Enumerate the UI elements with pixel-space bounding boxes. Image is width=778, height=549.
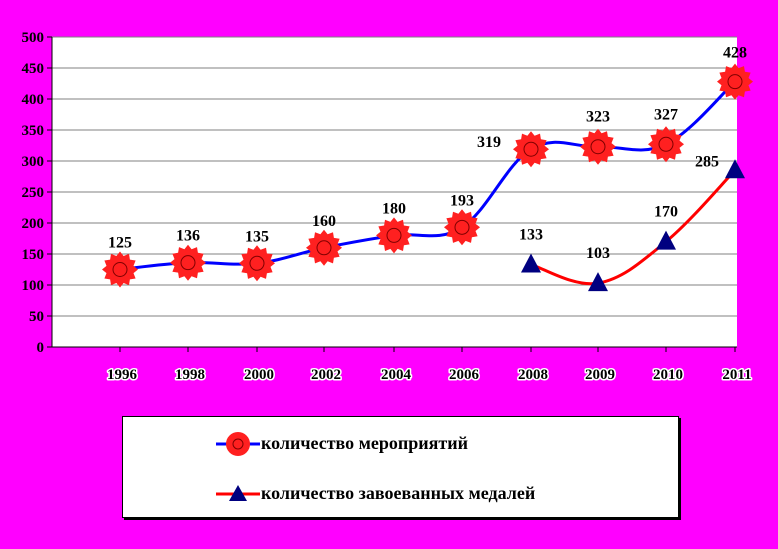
gridlines [52, 36, 737, 317]
marker-events [102, 251, 138, 288]
marker-burst [376, 217, 412, 254]
x-tick-label: 2010 [653, 367, 683, 383]
marker-burst [648, 126, 684, 163]
data-label-events: 193 [450, 192, 474, 209]
legend-label-medals: количество завоеванных медалей [261, 483, 536, 503]
y-tick-label: 350 [22, 123, 45, 139]
marker-events [170, 244, 206, 281]
y-tick-label: 500 [22, 30, 45, 46]
marker-ring [249, 255, 265, 271]
y-tick-label: 300 [22, 154, 45, 170]
marker-medals [656, 230, 676, 250]
x-tick-label: 2006 [449, 367, 480, 383]
marker-events [717, 63, 753, 100]
data-labels: 125 136 135 160 180 193 319 323 327 428 133 103 170 2… [108, 45, 747, 263]
axes [47, 36, 737, 352]
data-label-events: 428 [723, 45, 747, 62]
marker-ring [658, 136, 674, 152]
marker-burst [717, 63, 753, 100]
marker-burst [513, 131, 549, 168]
y-tick-labels: 0 50 100 150 200 250 300 350 400 450 500 [22, 30, 45, 356]
data-label-medals: 285 [695, 153, 719, 170]
data-label-events: 323 [586, 109, 610, 126]
marker-ring [180, 255, 196, 271]
marker-ring [523, 141, 539, 157]
legend-item-events: количество мероприятий [123, 429, 678, 459]
marker-medals [725, 159, 745, 179]
data-label-medals: 170 [654, 204, 678, 221]
marker-events [306, 229, 342, 266]
y-tick-label: 50 [29, 309, 44, 325]
data-label-medals: 133 [519, 227, 543, 244]
x-tick-labels: 1996 1998 2000 2002 2004 2006 2008 2009 2010 2011 [106, 366, 754, 385]
y-tick-label: 150 [22, 247, 45, 263]
marker-ring [112, 262, 128, 277]
x-tick-label: 1996 [107, 367, 138, 383]
marker-events [239, 245, 275, 282]
marker-events [444, 209, 480, 246]
legend: количество мероприятий количество завоев… [122, 416, 679, 518]
marker-burst [444, 209, 480, 246]
y-tick-label: 250 [22, 185, 45, 201]
marker-burst [102, 251, 138, 288]
data-label-events: 327 [654, 106, 678, 123]
y-tick-label: 200 [22, 216, 45, 232]
legend-swatch-medals [216, 485, 260, 501]
marker-medals [521, 253, 541, 273]
marker-events [580, 128, 616, 165]
y-tick-label: 100 [22, 278, 45, 294]
marker-burst [580, 128, 616, 165]
x-tick-label: 2009 [585, 367, 615, 383]
data-label-events: 136 [176, 228, 200, 245]
marker-ring [386, 227, 402, 243]
marker-burst [306, 229, 342, 266]
marker-burst [170, 244, 206, 281]
marker-ring [316, 240, 332, 256]
x-tick-label: 2008 [518, 367, 548, 383]
data-label-events: 180 [382, 200, 406, 217]
marker-medals [588, 272, 608, 292]
y-tick-label: 450 [22, 61, 45, 77]
x-tick-label: 2000 [244, 367, 274, 383]
x-tick-label: 2004 [381, 367, 412, 383]
marker-events [648, 126, 684, 163]
x-tick-label: 2002 [311, 367, 341, 383]
data-label-medals: 103 [586, 245, 610, 262]
marker-ring [454, 219, 470, 235]
legend-swatch-events [216, 432, 260, 456]
series-line-medals [529, 168, 737, 286]
data-label-events: 135 [245, 228, 269, 245]
y-tick-label: 0 [37, 340, 45, 356]
series-lines [118, 80, 737, 286]
legend-item-medals: количество завоеванных медалей [123, 479, 678, 509]
data-label-events: 160 [312, 213, 336, 230]
marker-burst [239, 245, 275, 282]
data-label-events: 319 [477, 134, 501, 151]
x-tick-label: 1998 [175, 367, 205, 383]
x-tick-label: 2011 [722, 367, 751, 383]
y-tick-label: 400 [22, 92, 45, 108]
data-label-events: 125 [108, 235, 132, 252]
series-line-events [118, 80, 737, 271]
marker-events [513, 131, 549, 168]
series-markers [102, 63, 753, 292]
marker-ring [590, 139, 606, 155]
legend-label-events: количество мероприятий [261, 433, 468, 453]
marker-ring [727, 74, 743, 90]
marker-events [376, 217, 412, 254]
